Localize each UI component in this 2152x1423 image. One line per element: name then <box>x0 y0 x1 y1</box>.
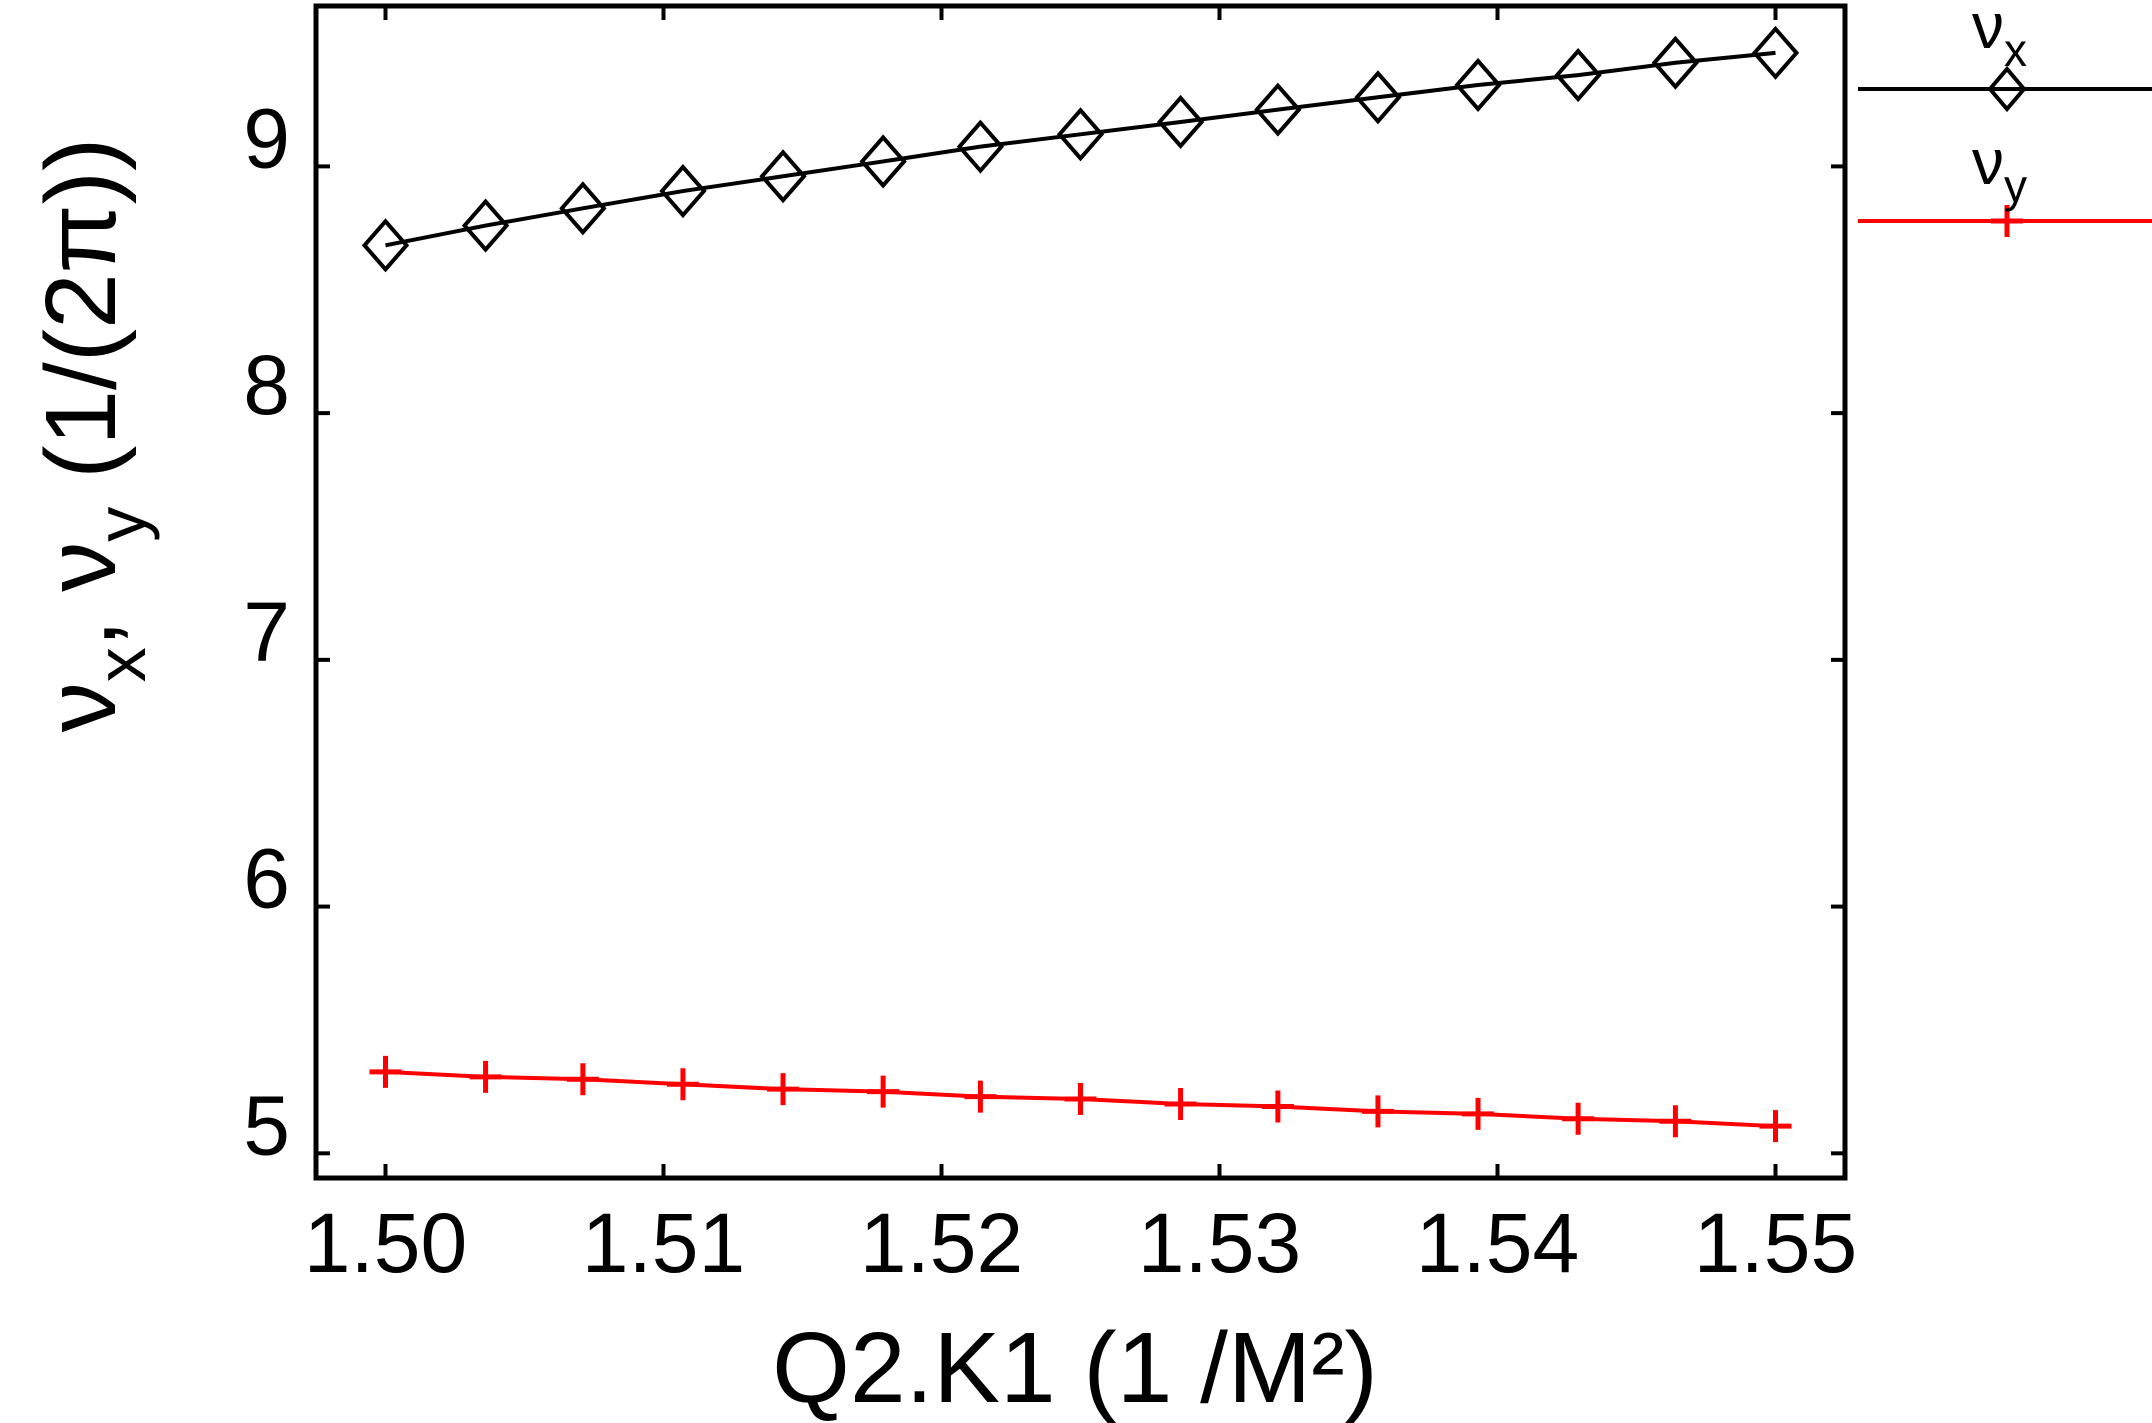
data-point-plus <box>1064 1083 1097 1116</box>
x-tick-label: 1.50 <box>304 1196 468 1290</box>
x-tick-label: 1.54 <box>1416 1196 1580 1290</box>
data-point-diamond <box>1354 70 1402 125</box>
data-point-diamond <box>461 198 510 253</box>
y-tick-label: 9 <box>243 91 290 185</box>
data-point-diamond <box>1751 25 1800 80</box>
data-point-diamond <box>559 181 607 236</box>
data-point-diamond <box>1554 48 1602 103</box>
x-tick-label: 1.51 <box>582 1196 746 1290</box>
legend-label-nu-x: νx <box>1972 0 2027 76</box>
data-point-diamond <box>1454 57 1502 112</box>
data-point-plus <box>469 1060 502 1093</box>
data-point-plus <box>867 1075 900 1108</box>
data-point-diamond <box>1156 94 1205 150</box>
data-point-plus <box>566 1063 599 1096</box>
data-point-diamond <box>1651 35 1700 90</box>
legend-marker-plus <box>1991 205 2023 237</box>
data-point-diamond <box>361 218 410 273</box>
data-point-diamond <box>956 119 1005 174</box>
data-point-plus <box>767 1073 800 1106</box>
data-point-plus <box>1261 1090 1294 1123</box>
plot-frame <box>313 3 1848 1181</box>
y-tick-label: 6 <box>243 832 290 926</box>
data-point-diamond <box>859 134 907 189</box>
data-point-plus <box>1759 1110 1792 1143</box>
y-tick-label: 5 <box>243 1078 290 1172</box>
chart-generated-layer: 1.50 1.51 1.52 1.53 1.54 1.55 5 6 7 8 9 νx νy <box>243 0 2152 1290</box>
data-point-plus <box>1659 1105 1692 1138</box>
x-axis-title: Q2.K1 (1 /M²) <box>772 1312 1378 1423</box>
data-point-plus <box>1361 1095 1394 1128</box>
data-point-diamond <box>659 164 707 219</box>
data-point-plus <box>666 1068 699 1101</box>
y-tick-label: 7 <box>243 585 290 679</box>
legend-label-nu-y: νy <box>1972 126 2027 212</box>
data-point-plus <box>1164 1087 1197 1120</box>
data-point-plus <box>1462 1097 1495 1130</box>
data-point-plus <box>369 1055 402 1088</box>
data-point-diamond <box>759 149 807 204</box>
data-point-diamond <box>1254 82 1302 137</box>
x-tick-label: 1.55 <box>1694 1196 1858 1290</box>
data-point-plus <box>964 1080 997 1113</box>
y-tick-label: 8 <box>243 338 290 432</box>
x-tick-label: 1.52 <box>860 1196 1024 1290</box>
legend-marker-diamond <box>1987 65 2027 113</box>
data-point-diamond <box>1056 107 1105 162</box>
y-axis-title: νx, νy (1/(2π)) <box>25 138 160 733</box>
series-line-nu-x <box>385 50 1776 248</box>
data-point-plus <box>1562 1102 1595 1135</box>
x-tick-label: 1.53 <box>1138 1196 1302 1290</box>
